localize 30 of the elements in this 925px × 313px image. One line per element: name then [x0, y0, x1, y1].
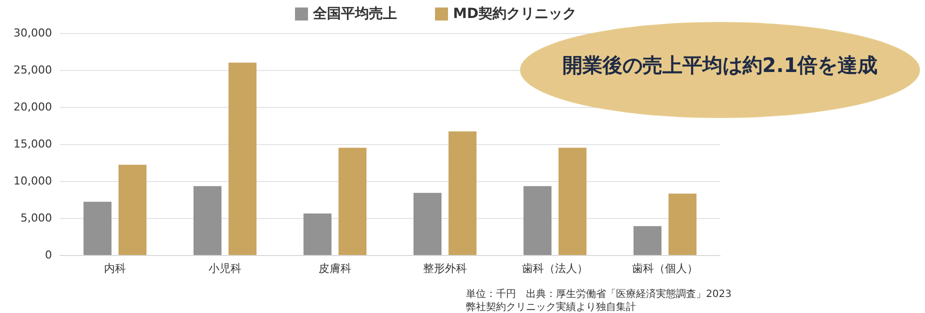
- annotation: 開業後の売上平均は約2.1倍を達成: [561, 52, 879, 79]
- bar: [634, 226, 662, 255]
- x-tick-label: 歯科（法人）: [522, 262, 588, 275]
- x-tick-label: 小児科: [208, 262, 242, 275]
- y-tick-label: 15,000: [14, 138, 52, 150]
- text: 弊社契約クリニック実績より独自集計: [466, 301, 637, 313]
- bar: [338, 148, 366, 255]
- bar: [194, 186, 222, 255]
- bar: [84, 202, 112, 255]
- legend-label: MD契約クリニック: [453, 6, 577, 22]
- bar: [228, 62, 256, 255]
- bar: [414, 192, 442, 255]
- x-tick-label: 歯科（個人）: [632, 262, 698, 275]
- bar: [304, 214, 332, 255]
- y-tick-label: 25,000: [14, 64, 52, 76]
- x-tick-label: 皮膚科: [318, 262, 352, 275]
- bar: [668, 194, 696, 255]
- x-tick-label: 内科: [104, 262, 126, 275]
- text: 単位：千円 出典：厚生労働省「医療経済実態調査」2023: [466, 288, 732, 301]
- y-tick-label: 20,000: [14, 100, 52, 114]
- y-tick-label: 5,000: [20, 212, 52, 224]
- bar: [558, 148, 586, 255]
- legend-label: 全国平均売上: [312, 6, 397, 22]
- y-tick-label: 30,000: [14, 26, 52, 40]
- y-tick-label: 10,000: [14, 174, 52, 188]
- x-tick-label: 整形外科: [423, 262, 467, 275]
- y-tick-label: 0: [45, 248, 52, 262]
- bar: [448, 131, 476, 255]
- bar: [118, 164, 146, 255]
- bar: [524, 186, 552, 255]
